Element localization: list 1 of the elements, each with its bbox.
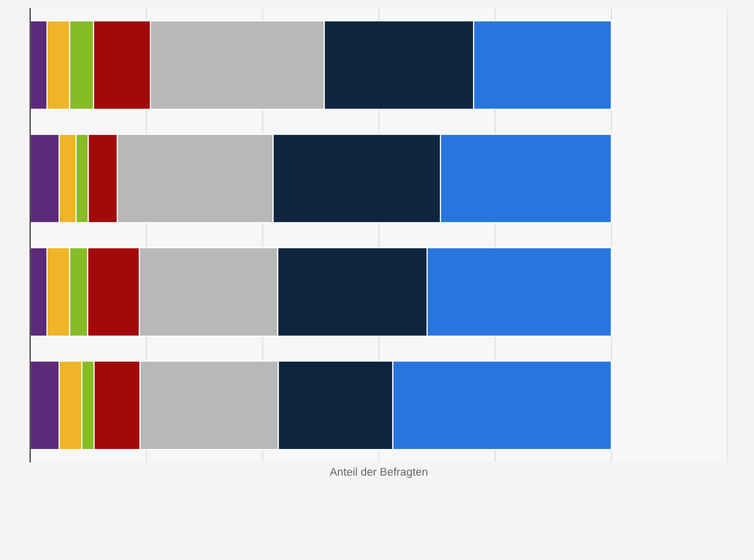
x-axis-title: Anteil der Befragten [330, 468, 428, 478]
